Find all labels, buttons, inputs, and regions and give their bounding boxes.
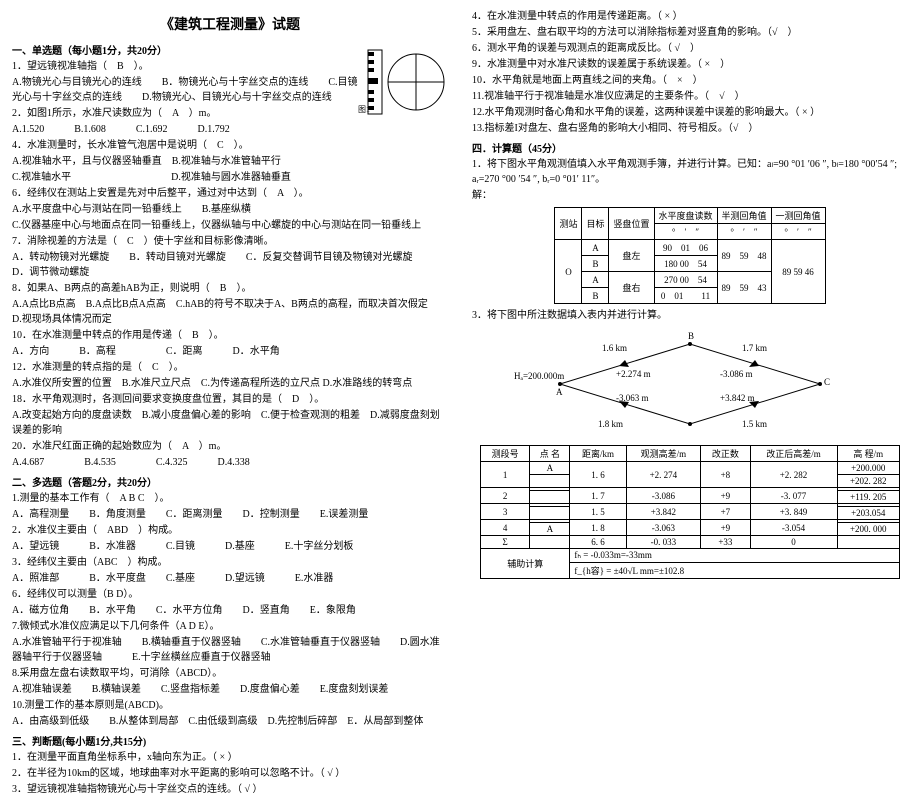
q: 10．水平角就是地面上两直线之间的夹角。（ × ） bbox=[472, 73, 908, 88]
opt: A．方向 B．高程 C．距离 D．水平角 bbox=[12, 344, 448, 359]
q: 3．将下图中所注数据填入表内并进行计算。 bbox=[472, 308, 908, 323]
figure-1: 图1 bbox=[358, 42, 448, 122]
opt: A．转动物镜对光螺旋 B．转动目镜对光螺旋 C．反复交替调节目镜及物镜对光螺旋 … bbox=[12, 250, 448, 280]
q: 6．经纬仪可以测量（B D）。 bbox=[12, 587, 448, 602]
angle-table: 测站 目标 竖盘位置 水平度盘读数 半测回角值 一测回角值 ° ′ ″° ′ ″… bbox=[554, 207, 825, 304]
opt: A．由高级到低级 B.从整体到局部 C.由低级到高级 D.先控制后碎部 E．从局… bbox=[12, 714, 448, 729]
q: 3．经纬仪主要由（ABC ）构成。 bbox=[12, 555, 448, 570]
opt: A．望远镜 B．水准器 C.目镜 D.基座 E.十字丝分划板 bbox=[12, 539, 448, 554]
left-column: 《建筑工程测量》试题 图1 一、单选题（每小题1分，共20分） 1．望远镜视准轴… bbox=[0, 0, 460, 651]
opt: A．高程测量 B．角度测量 C．距离测量 D．控制测量 E.误差测量 bbox=[12, 507, 448, 522]
opt: A.A点比B点高 B.A点比B点A点高 C.hAB的符号不取决于A、B两点的高程… bbox=[12, 297, 448, 327]
opt: A.水平度盘中心与测站在同一铅垂线上 B.基座纵横 bbox=[12, 202, 448, 217]
section-3-heading: 三、判断题(每小题1分,共15分) bbox=[12, 733, 448, 748]
q: 18．水平角观测时，各测回间要求变换度盘位置，其目的是（ D ）。 bbox=[12, 392, 448, 407]
q: 2．在半径为10km的区域，地球曲率对水平距离的影响可以忽略不计。（ √ ） bbox=[12, 766, 448, 781]
opt: C.仪器基座中心与地面点在同一铅垂线上，仪器纵轴与中心螺旋的中心与测站在同一铅垂… bbox=[12, 218, 448, 233]
q: 3．望远镜视准轴指物镜光心与十字丝交点的连线。（ √ ） bbox=[12, 782, 448, 797]
title: 《建筑工程测量》试题 bbox=[12, 14, 448, 34]
q: 7．消除视差的方法是（ C ）使十字丝和目标影像清晰。 bbox=[12, 234, 448, 249]
q: 10．在水准测量中转点的作用是传递（ B ）。 bbox=[12, 328, 448, 343]
q: 8.采用盘左盘右读数取平均，可消除（ABCD）。 bbox=[12, 666, 448, 681]
svg-text:图1: 图1 bbox=[358, 105, 370, 114]
opt: A．照准部 B．水平度盘 C.基座 D.望远镜 E.水准器 bbox=[12, 571, 448, 586]
opt: A.改变起始方向的度盘读数 B.减小度盘偏心差的影响 C.便于检查观测的粗差 D… bbox=[12, 408, 448, 438]
level-diagram: Hₐ=200.000m A B C 1.6 km 1.7 km 1.8 km 1… bbox=[520, 329, 860, 439]
section-4-heading: 四．计算题（45分） bbox=[472, 140, 908, 155]
q: 5．采用盘左、盘右取平均的方法可以消除指标差对竖直角的影响。（√ ） bbox=[472, 25, 908, 40]
q: 9．水准测量中对水准尺读数的误差属于系统误差。（ × ） bbox=[472, 57, 908, 72]
opt: A．磁方位角 B．水平角 C．水平方位角 D．竖直角 E．象限角 bbox=[12, 603, 448, 618]
opt: A.视准轴水平，且与仪器竖轴垂直 B.视准轴与水准管轴平行 bbox=[12, 154, 448, 169]
q: 12．水准测量的转点指的是（ C ）。 bbox=[12, 360, 448, 375]
opt: A.1.520 B.1.608 C.1.692 D.1.792 bbox=[12, 122, 448, 137]
opt: C.视准轴水平 D.视准轴与圆水准器轴垂直 bbox=[12, 170, 448, 185]
q: 1．在测量平面直角坐标系中，x轴向东为正。（ × ） bbox=[12, 750, 448, 765]
opt: A.水准管轴平行于视准轴 B.横轴垂直于仪器竖轴 C.水准管轴垂直于仪器竖轴 D… bbox=[12, 635, 448, 665]
right-column: 4．在水准测量中转点的作用是传递距离。（ × ） 5．采用盘左、盘右取平均的方法… bbox=[460, 0, 920, 651]
q: 12.水平角观测时备心角和水平角的误差，这两种误差中误差的影响最大。（ × ） bbox=[472, 105, 908, 120]
q: 11.视准轴平行于视准轴是水准仪应满足的主要条件。（ √ ） bbox=[472, 89, 908, 104]
q: 8．如果A、B两点的高差hAB为正，则说明（ B ）。 bbox=[12, 281, 448, 296]
q: 4．在水准测量中转点的作用是传递距离。（ × ） bbox=[472, 9, 908, 24]
q: 10.测量工作的基本原则是(ABCD)。 bbox=[12, 698, 448, 713]
q: 20．水准尺红面正确的起始数应为（ A ）m。 bbox=[12, 439, 448, 454]
q: 2．水准仪主要由（ ABD ）构成。 bbox=[12, 523, 448, 538]
sol: 解： bbox=[472, 188, 908, 203]
opt: A.水准仪所安置的位置 B.水准尺立尺点 C.为传递高程所选的立尺点 D.水准路… bbox=[12, 376, 448, 391]
opt: A.视准轴误差 B.横轴误差 C.竖盘指标差 D.度盘偏心差 E.度盘刻划误差 bbox=[12, 682, 448, 697]
q: 6．经纬仪在测站上安置是先对中后整平，通过对中达到（ A ）。 bbox=[12, 186, 448, 201]
section-2-heading: 二、多选题（答题2分，共20分） bbox=[12, 474, 448, 489]
q: 1.测量的基本工作有（ A B C ）。 bbox=[12, 491, 448, 506]
level-table: 测段号点 名距离/km 观测高差/m改正数改正后高差/m高 程/m 1A1. 6… bbox=[480, 445, 900, 579]
q: 13.指标差I对盘左、盘右竖角的影响大小相同、符号相反。（√ ） bbox=[472, 121, 908, 136]
opt: A.4.687 B.4.535 C.4.325 D.4.338 bbox=[12, 455, 448, 470]
q: 4．水准测量时，长水准管气泡居中是说明（ C ）。 bbox=[12, 138, 448, 153]
q: 1．将下图水平角观测值填入水平角观测手簿，并进行计算。已知：aₗ=90 °01 … bbox=[472, 157, 908, 187]
q: 6．测水平角的误差与观测点的距离成反比。（ √ ） bbox=[472, 41, 908, 56]
q: 7.微倾式水准仪应满足以下几何条件（A D E）。 bbox=[12, 619, 448, 634]
